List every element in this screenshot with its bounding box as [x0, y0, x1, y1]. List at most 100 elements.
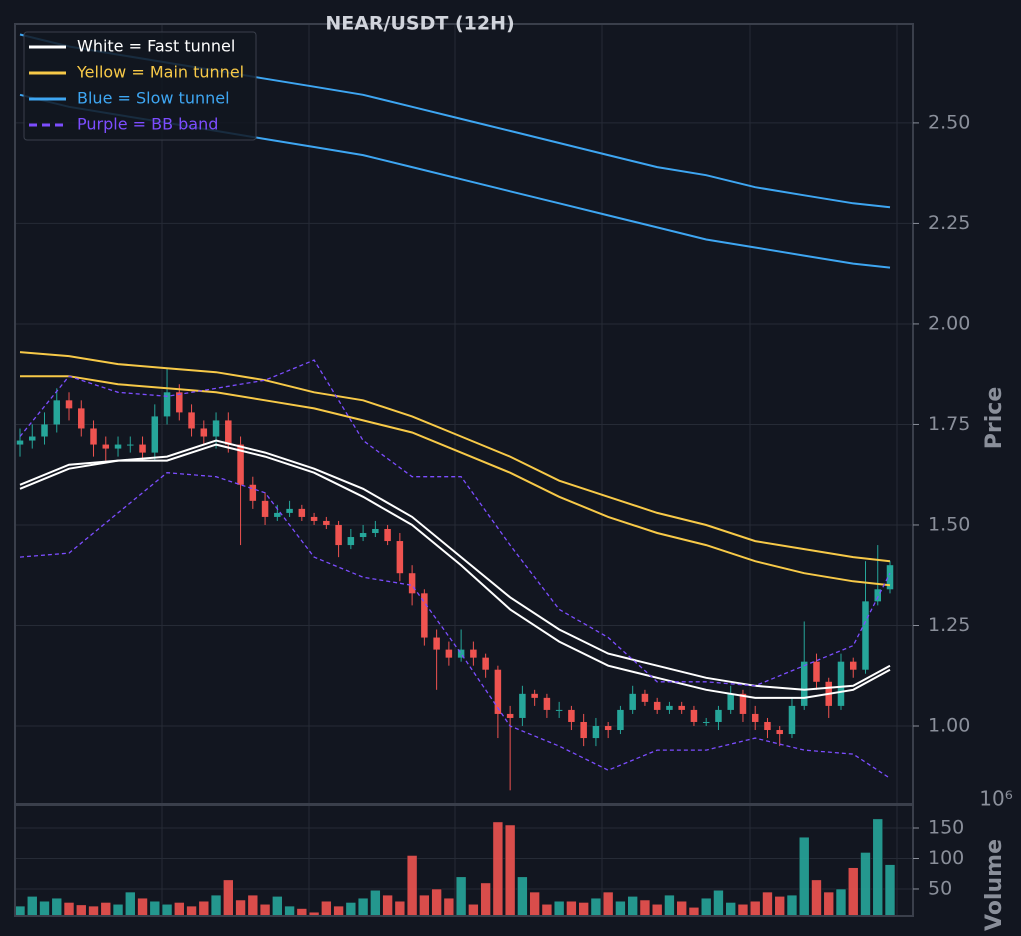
candle-body	[470, 649, 477, 658]
candle-body	[114, 444, 122, 449]
candle-body	[286, 508, 293, 513]
candle-body	[739, 693, 747, 714]
candle-body	[261, 500, 269, 517]
candle-body	[372, 528, 379, 534]
candle-body	[200, 428, 208, 437]
volume-bar	[272, 896, 283, 917]
candle-body	[653, 701, 661, 710]
volume-bar	[811, 879, 822, 917]
candle-body	[837, 661, 845, 706]
volume-bar	[860, 852, 871, 917]
volume-bar	[664, 894, 675, 917]
volume-bar	[186, 905, 197, 917]
volume-bar	[651, 903, 663, 917]
candle-body	[359, 533, 367, 538]
volume-bar	[798, 836, 810, 917]
volume-bar	[762, 891, 773, 917]
y-tick-label: 1.75	[928, 413, 970, 435]
volume-bar	[639, 899, 651, 917]
candle-body	[800, 661, 808, 706]
volume-bar	[419, 894, 430, 917]
volume-bar	[835, 888, 847, 917]
volume-tick-label: 150	[928, 816, 964, 838]
candle-body	[408, 573, 416, 594]
candle-body	[519, 693, 526, 718]
volume-bar	[370, 889, 381, 917]
candle-body	[776, 730, 783, 735]
y-tick-label: 1.50	[928, 513, 970, 535]
volume-bar	[394, 900, 406, 917]
volume-bar	[173, 902, 185, 917]
volume-bar	[602, 891, 614, 917]
volume-bar	[676, 900, 687, 917]
candle-body	[176, 392, 183, 413]
volume-bar	[357, 897, 369, 917]
volume-bar	[247, 894, 259, 917]
candle-body	[580, 721, 587, 739]
candle-body	[298, 508, 306, 517]
candle-body	[531, 693, 538, 698]
candle-body	[568, 709, 575, 722]
volume-bar	[198, 900, 210, 917]
legend-box	[23, 31, 257, 141]
volume-bar	[333, 905, 344, 917]
volume-bar	[590, 897, 602, 917]
volume-bar	[137, 897, 148, 917]
candle-body	[139, 444, 146, 453]
volume-bar	[443, 897, 455, 917]
volume-bar	[296, 908, 308, 917]
candle-body	[323, 520, 330, 525]
candle-body	[78, 408, 85, 429]
candle-body	[813, 661, 820, 682]
volume-bar	[431, 888, 442, 917]
candle-body	[751, 713, 759, 722]
candle-body	[335, 524, 342, 546]
y-tick-label: 1.25	[928, 614, 970, 636]
volume-bar	[492, 821, 504, 917]
volume-bar	[517, 876, 528, 917]
volume-tick-label: 50	[928, 877, 952, 899]
candle-body	[506, 713, 514, 718]
candle-body	[641, 693, 649, 702]
candle-body	[862, 601, 869, 670]
volume-bar	[884, 864, 896, 917]
candle-body	[29, 436, 36, 441]
candle-body	[592, 726, 600, 739]
candle-body	[543, 697, 551, 710]
volume-bar	[75, 904, 87, 917]
overlay-line	[19, 351, 891, 563]
volume-bar	[124, 891, 136, 917]
candle-body	[764, 721, 771, 731]
candle-body	[617, 709, 624, 731]
volume-bar	[786, 894, 798, 917]
candle-body	[849, 661, 857, 670]
volume-bar	[872, 818, 884, 917]
volume-bar	[627, 896, 638, 917]
volume-bar	[847, 867, 859, 917]
candle-body	[90, 428, 97, 445]
volume-axis-label: Volume	[982, 839, 1007, 931]
volume-bar	[504, 824, 516, 917]
candle-body	[666, 705, 673, 710]
volume-offset-label: 10⁶	[979, 787, 1012, 811]
overlay-line	[19, 359, 891, 687]
volume-bar	[382, 894, 393, 917]
volume-bar	[259, 903, 271, 917]
volume-bar	[63, 902, 75, 917]
volume-bar	[161, 903, 173, 917]
candle-body	[163, 392, 171, 417]
volume-bar	[688, 906, 700, 917]
overlay-line	[19, 443, 891, 699]
candle-body	[702, 721, 710, 723]
candle-body	[727, 693, 734, 710]
volume-bar	[26, 896, 38, 917]
candle-body	[629, 693, 636, 710]
volume-bar	[88, 905, 99, 917]
candle-body	[384, 528, 391, 542]
volume-bar	[725, 902, 737, 917]
candle-body	[65, 400, 73, 409]
candle-body	[690, 709, 698, 722]
candle-body	[225, 420, 232, 445]
volume-bar	[700, 897, 712, 917]
